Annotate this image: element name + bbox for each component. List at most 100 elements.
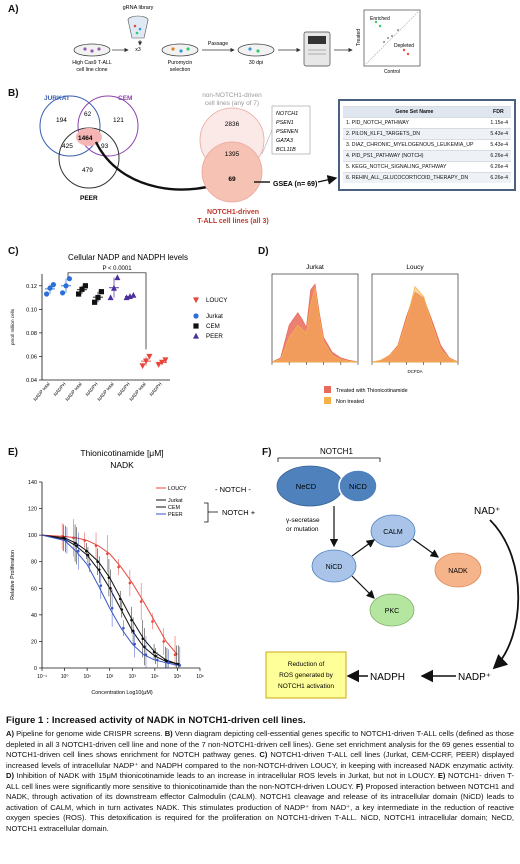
chart-c-title: Cellular NADP and NADPH levels (68, 253, 188, 262)
data-point (133, 642, 136, 646)
data-point (106, 552, 109, 556)
data-point (85, 549, 88, 553)
table-row: 3. DIAZ_CHRONIC_MYELOGENOUS_LEUKEMIA_UP 5… (343, 139, 511, 151)
legend-non-treated: Non treated (336, 399, 364, 405)
panel-b-venn: JURKAT CEM PEER 194 62 121 425 1464 93 4… (39, 92, 338, 225)
x-tick-label: 10⁰ (61, 674, 69, 680)
table-row: 4. PID_PS1_PATHWAY (NOTCH) 6.26e-4 (343, 150, 511, 162)
caption-title: Figure 1 : Increased activity of NADK in… (6, 715, 306, 726)
ros-label-3: NOTCH1 activation (278, 683, 334, 690)
panel-c-label: C) (8, 246, 19, 257)
venn-n194: 194 (56, 117, 67, 124)
panel-d-label: D) (258, 246, 269, 257)
data-point (130, 618, 133, 622)
x-tick-label: 10⁻¹ (37, 674, 47, 680)
data-point (109, 586, 112, 590)
figure-caption: Figure 1 : Increased activity of NADK in… (6, 715, 514, 834)
ros-reduction-box (265, 651, 347, 699)
y-tick-label: 0.04 (26, 378, 37, 384)
data-point (143, 645, 146, 649)
control-axis-label: Control (384, 69, 400, 75)
caption-part-text: NOTCH1-driven T-ALL cell lines (Jurkat, … (6, 750, 514, 770)
venn-n425: 425 (62, 143, 73, 150)
data-point (130, 292, 137, 298)
table-row: 2. PILON_KLF1_TARGETS_DN 5.43e-4 (343, 128, 511, 140)
depleted-label: Depleted (394, 43, 414, 49)
gene-set-name: 2. PILON_KLF1_TARGETS_DN (343, 128, 486, 140)
nadk-node (434, 552, 482, 588)
table-row: 5. KEGG_NOTCH_SIGNALING_PATHWAY 6.26e-4 (343, 161, 511, 173)
caption-part-label: A) (6, 729, 14, 738)
notch1-label: NOTCH1 (320, 447, 353, 456)
panel-d-chart: Jurkat Loucy DCFDA Treated with Thionico… (271, 264, 459, 405)
dose-curve-loucy (41, 534, 178, 656)
y-tick-label: 0.12 (26, 284, 37, 290)
caption-part-text: Pipeline for genome wide CRISPR screens. (13, 729, 165, 738)
nicd-label: NiCD (326, 564, 343, 571)
x-tick-label: 10⁴ (151, 674, 159, 680)
caption-part-label: D) (6, 771, 14, 780)
nad-plus-label: NAD⁺ (474, 506, 500, 517)
gene-5: BCL11B (276, 147, 296, 153)
caption-part-label: F) (356, 781, 364, 791)
x-tick-label: NADPH (149, 381, 163, 397)
y-tick-label: 0 (34, 666, 37, 672)
y-tick-label: 60 (31, 586, 37, 592)
notch-minus-label: - NOTCH - (215, 485, 251, 494)
venn-n121: 121 (113, 117, 124, 124)
legend-marker (193, 323, 199, 329)
y-tick-label: 0.08 (26, 331, 37, 337)
gene-set-name: 4. PID_PS1_PATHWAY (NOTCH) (343, 150, 486, 162)
non-notch-title-2: cell lines (any of 7) (205, 100, 259, 107)
gene-set-name: 1. PID_NOTCH_PATHWAY (343, 117, 486, 129)
data-point (110, 606, 114, 610)
calm-label: CALM (383, 529, 403, 536)
data-point (60, 290, 66, 296)
passage-label: Passage (208, 41, 228, 47)
venn-core-highlight (76, 128, 102, 146)
legend-label: PEER (168, 512, 183, 518)
y-tick-label: 140 (28, 480, 37, 486)
panel-b-label: B) (8, 88, 19, 99)
data-point (82, 283, 88, 289)
step2-label-b: selection (170, 67, 191, 73)
gene-1: NOTCH1 (276, 111, 298, 117)
x-tick-label: 10⁵ (174, 674, 182, 680)
legend-swatch-non (324, 397, 331, 404)
gene-set-fdr: 1.15e-4 (485, 117, 511, 129)
venn-n1464: 1464 (78, 135, 93, 142)
caption-part-label: E) (437, 771, 446, 780)
necd-label: NeCD (296, 482, 317, 491)
nicd-top-node (338, 469, 378, 503)
data-point (50, 282, 57, 288)
nadph-label: NADPH (370, 672, 405, 683)
legend-marker (193, 297, 199, 304)
data-point (144, 653, 148, 657)
puromycin-dish-icon (161, 43, 199, 57)
x-tick-label: 10² (106, 674, 114, 680)
data-point (143, 358, 149, 365)
legend-label: LOUCY (206, 297, 227, 304)
venn-circle-jurkat (39, 95, 101, 157)
data-point (122, 626, 125, 630)
chart-e-ylabel: Relative Proliferation (10, 550, 16, 600)
n2836: 2836 (225, 121, 240, 128)
data-point (128, 581, 132, 585)
grna-library-tube (127, 15, 149, 39)
venn-n479: 479 (82, 167, 93, 174)
panel-a-pipeline: gRNA library High Cas9 T-ALL cell line c… (72, 5, 421, 75)
ros-label-1: Reduction of (288, 661, 325, 668)
chart-c-ylabel: pmol/ million cells (10, 308, 15, 345)
nicd-node (311, 549, 357, 583)
venn-circle-cem (77, 95, 139, 157)
data-point (162, 357, 169, 364)
data-point (151, 620, 154, 623)
x-tick-label: NADP total (128, 381, 146, 402)
data-point (95, 294, 101, 301)
gene-set-fdr: 6.26e-4 (485, 161, 511, 173)
n69: 69 (228, 176, 236, 183)
non-notch-title-1: non-NOTCH1-driven (202, 92, 262, 99)
y-tick-label: 0.10 (26, 307, 37, 313)
gene-4: GATA3 (276, 138, 293, 144)
notch-plus-label: NOTCH + (222, 508, 256, 517)
